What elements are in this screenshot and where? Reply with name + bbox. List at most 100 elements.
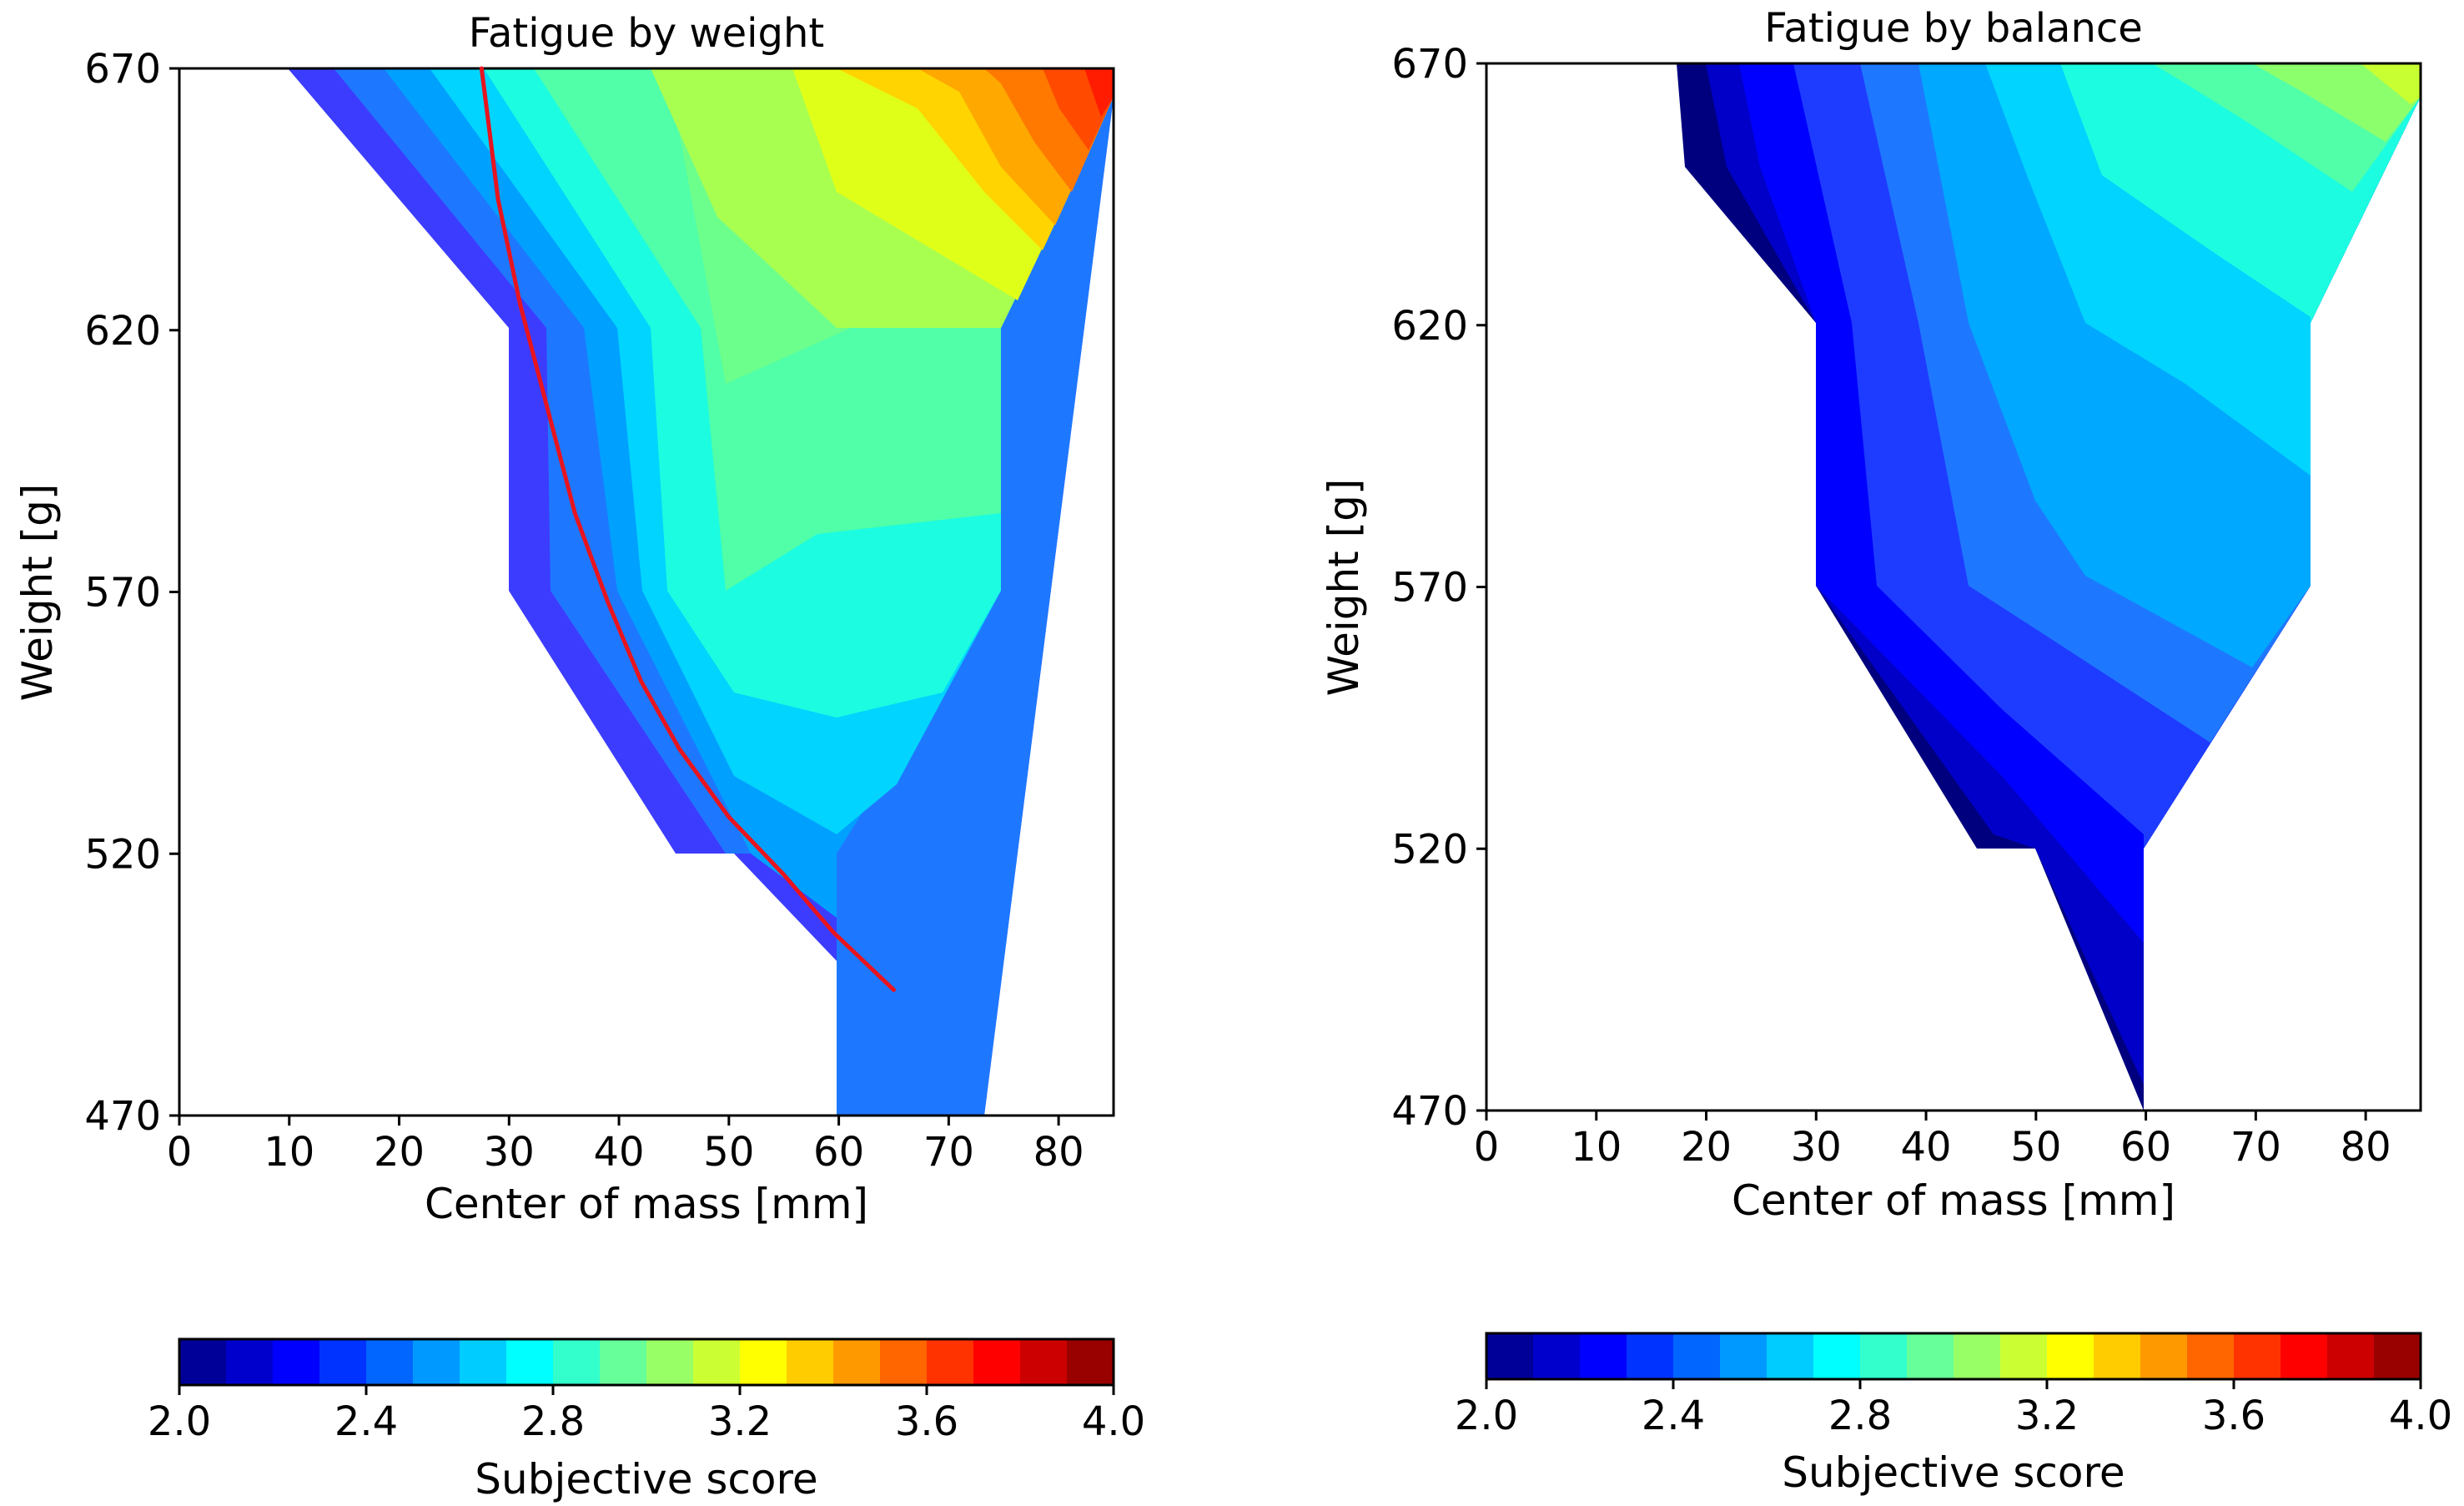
x-tick-label: 20	[1681, 1124, 1732, 1171]
colorbar-segment	[2234, 1333, 2281, 1379]
colorbar-segment	[506, 1339, 554, 1385]
panel-fatigue-by-weight: Fatigue by weight 0 10 20 30 40 50 60 70 80 470 5…	[13, 10, 1115, 1228]
colorbar-segment	[273, 1339, 320, 1385]
colorbar-tick-label: 4.0	[2389, 1393, 2452, 1439]
colorbar-segment	[413, 1339, 460, 1385]
colorbar-segment	[1580, 1333, 1627, 1379]
colorbar-segment	[2374, 1333, 2421, 1379]
colorbar-segment	[2047, 1333, 2094, 1379]
x-axis-label-balance: Center of mass [mm]	[1732, 1176, 2175, 1225]
panel-fatigue-by-balance: Fatigue by balance 0 10 20 30 40 50 60 70 80 470…	[1320, 5, 2422, 1225]
colorbar-balance: 2.0 2.4 2.8 3.2 3.6 4.0	[1455, 1332, 2452, 1439]
colorbar-weight: 2.0 2.4 2.8 3.2 3.6 4.0	[148, 1337, 1145, 1445]
colorbar-tick-label: 3.6	[895, 1398, 958, 1445]
colorbar-segment	[1673, 1333, 1721, 1379]
colorbar-tick-label: 2.4	[1642, 1393, 1705, 1439]
colorbar-segment	[1954, 1333, 2001, 1379]
x-tick-label: 50	[703, 1129, 754, 1176]
colorbar-segment	[2000, 1333, 2048, 1379]
chart-title-weight: Fatigue by weight	[469, 10, 824, 57]
y-tick-label: 570	[84, 570, 161, 617]
y-tick-label: 620	[1391, 303, 1468, 350]
x-tick-label: 60	[813, 1129, 864, 1176]
colorbar-segment	[553, 1339, 601, 1385]
x-tick-label: 10	[1571, 1124, 1622, 1171]
x-axis-label-weight: Center of mass [mm]	[425, 1180, 868, 1228]
colorbar-segment	[1813, 1333, 1861, 1379]
colorbar-segment	[2187, 1333, 2235, 1379]
colorbar-segment	[1907, 1333, 1954, 1379]
colorbar-tick-label: 2.0	[148, 1398, 211, 1445]
contour-fill-balance	[1677, 63, 2421, 1111]
x-tick-label: 60	[2120, 1124, 2171, 1171]
colorbar-segment	[1067, 1339, 1114, 1385]
y-tick-label: 520	[1391, 826, 1468, 873]
x-axis-balance: 0 10 20 30 40 50 60 70 80	[1474, 1111, 2391, 1171]
colorbar-segment	[2140, 1333, 2188, 1379]
contour-level-balance-10	[2252, 63, 2421, 142]
x-axis-weight: 0 10 20 30 40 50 60 70 80	[167, 1116, 1084, 1176]
y-tick-label: 670	[1391, 41, 1468, 88]
y-tick-label: 470	[1391, 1088, 1468, 1135]
y-tick-label: 470	[84, 1093, 161, 1140]
colorbar-segment	[226, 1339, 274, 1385]
y-axis-label-balance: Weight [g]	[1320, 479, 1368, 697]
x-tick-label: 40	[1901, 1124, 1952, 1171]
colorbar-frame	[1485, 1332, 2422, 1381]
colorbar-segment	[1533, 1333, 1581, 1379]
y-tick-label: 670	[84, 46, 161, 93]
colorbar-tick-label: 2.4	[334, 1398, 398, 1445]
colorbar-segment	[787, 1339, 834, 1385]
x-tick-label: 20	[374, 1129, 425, 1176]
colorbar-tick-label: 3.6	[2202, 1393, 2265, 1439]
colorbar-tick-label: 3.2	[708, 1398, 772, 1445]
colorbar-segment	[880, 1339, 928, 1385]
contour-fill-weight	[288, 68, 1114, 1116]
colorbar-segment	[1860, 1333, 1908, 1379]
colorbar-frame	[178, 1337, 1115, 1387]
y-tick-label: 570	[1391, 565, 1468, 612]
y-axis-weight: 470 520 570 620 670	[84, 46, 179, 1140]
x-tick-label: 30	[1791, 1124, 1842, 1171]
colorbar-segment	[740, 1339, 787, 1385]
x-tick-label: 80	[1033, 1129, 1084, 1176]
colorbar-segment	[927, 1339, 974, 1385]
colorbar-segment	[2094, 1333, 2141, 1379]
x-tick-label: 10	[264, 1129, 314, 1176]
colorbar-segment	[1020, 1339, 1068, 1385]
x-tick-label: 0	[167, 1129, 193, 1176]
colorbar-segment	[319, 1339, 367, 1385]
colorbar-tick-label: 2.0	[1455, 1393, 1518, 1439]
x-tick-label: 30	[484, 1129, 535, 1176]
y-tick-label: 520	[84, 831, 161, 878]
colorbar-label-weight: Subjective score	[475, 1455, 817, 1503]
colorbar-segment	[833, 1339, 881, 1385]
colorbar-segment	[366, 1339, 414, 1385]
colorbar-segment	[179, 1339, 227, 1385]
x-tick-label: 40	[594, 1129, 645, 1176]
y-axis-label-weight: Weight [g]	[13, 484, 62, 702]
colorbar-tick-label: 2.8	[521, 1398, 585, 1445]
colorbar-segment	[2280, 1333, 2328, 1379]
colorbar-tick-label: 4.0	[1082, 1398, 1145, 1445]
x-tick-label: 80	[2341, 1124, 2391, 1171]
colorbar-segment	[693, 1339, 741, 1385]
x-tick-label: 70	[2230, 1124, 2281, 1171]
x-tick-label: 70	[923, 1129, 974, 1176]
contour-level-balance-11	[2361, 63, 2421, 104]
y-axis-balance: 470 520 570 620 670	[1391, 41, 1486, 1135]
colorbar-segment	[2327, 1333, 2375, 1379]
contour-level-weight-14	[1084, 68, 1114, 117]
colorbar-segment	[1767, 1333, 1814, 1379]
x-tick-label: 50	[2010, 1124, 2061, 1171]
colorbar-segment	[973, 1339, 1021, 1385]
colorbar-tick-label: 3.2	[2015, 1393, 2079, 1439]
colorbar-tick-label: 2.8	[1828, 1393, 1892, 1439]
colorbar-segment	[1720, 1333, 1768, 1379]
colorbar-segment	[600, 1339, 647, 1385]
chart-title-balance: Fatigue by balance	[1764, 5, 2143, 52]
colorbar-segment	[1627, 1333, 1674, 1379]
colorbar-segment	[646, 1339, 694, 1385]
optimal-fatigue-line	[479, 66, 896, 992]
y-tick-label: 620	[84, 308, 161, 355]
